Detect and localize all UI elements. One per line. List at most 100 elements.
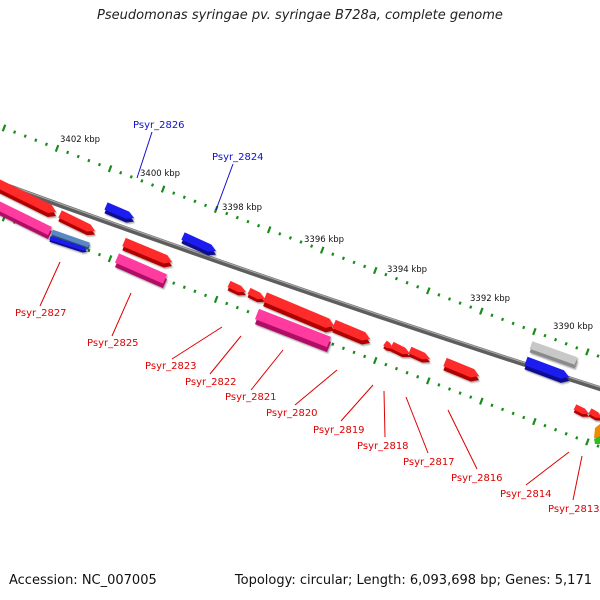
inner-scale-tick bbox=[532, 417, 537, 426]
leader-line bbox=[136, 131, 153, 179]
gene-label[interactable]: Psyr_2823 bbox=[145, 361, 197, 372]
gene-top bbox=[122, 237, 172, 264]
gene-orange-fragment[interactable] bbox=[594, 424, 600, 438]
outer-scale-tick bbox=[193, 199, 197, 204]
gene-steel-a[interactable] bbox=[51, 229, 90, 250]
gene-red-2813[interactable] bbox=[588, 408, 600, 421]
gene-label[interactable]: Psyr_2820 bbox=[266, 408, 318, 419]
outer-scale-tick bbox=[575, 346, 579, 350]
leader-line bbox=[215, 163, 234, 211]
gene-label[interactable]: Psyr_2816 bbox=[451, 473, 503, 484]
gene-red-2823[interactable] bbox=[227, 280, 246, 296]
gene-top bbox=[51, 229, 90, 248]
gene-top bbox=[227, 280, 246, 293]
gene-red-2820[interactable] bbox=[332, 319, 370, 345]
outer-scale-tick bbox=[288, 236, 292, 240]
inner-scale-tick bbox=[182, 285, 186, 290]
gene-red-2814[interactable] bbox=[573, 404, 589, 417]
outer-scale-tick bbox=[522, 325, 526, 330]
genome-title: Pseudomonas syringae pv. syringae B728a,… bbox=[97, 8, 503, 23]
gene-red-2821[interactable] bbox=[263, 292, 334, 333]
inner-scale-tick bbox=[203, 293, 208, 298]
gene-label[interactable]: Psyr_2825 bbox=[87, 338, 139, 349]
gene-label[interactable]: Psyr_2818 bbox=[357, 441, 409, 452]
outer-scale-ticks bbox=[1, 124, 600, 358]
scale-label: 3396 kbp bbox=[304, 235, 344, 245]
gene-top bbox=[408, 346, 430, 360]
gene-label[interactable]: Psyr_2813 bbox=[548, 504, 600, 515]
outer-scale-tick bbox=[76, 154, 80, 159]
genes[interactable] bbox=[0, 178, 600, 444]
inner-scale-tick bbox=[372, 356, 378, 365]
leader-line bbox=[405, 396, 429, 454]
gene-upper-red-b[interactable] bbox=[58, 210, 95, 236]
gene-label[interactable]: Psyr_2826 bbox=[133, 120, 185, 131]
gene-blue-a[interactable] bbox=[49, 236, 87, 253]
outer-scale-tick bbox=[372, 266, 378, 275]
gene-top bbox=[443, 357, 479, 378]
backbone-line bbox=[0, 180, 600, 392]
leader-line bbox=[111, 292, 132, 337]
outer-scale-tick bbox=[543, 333, 547, 338]
inner-scale-tick bbox=[97, 252, 102, 257]
outer-scale-tick bbox=[500, 317, 505, 322]
leader-line bbox=[572, 455, 583, 501]
leader-line bbox=[209, 335, 242, 375]
gene-top bbox=[49, 236, 87, 251]
gene-top bbox=[58, 210, 95, 232]
gene-blue-2826[interactable] bbox=[104, 202, 134, 223]
gene-label[interactable]: Psyr_2814 bbox=[500, 489, 552, 500]
gene-top bbox=[573, 404, 589, 414]
outer-scale-tick bbox=[66, 150, 70, 155]
gene-top bbox=[247, 287, 265, 299]
gene-grey-a[interactable] bbox=[529, 341, 578, 369]
outer-scale-tick bbox=[469, 305, 473, 309]
outer-scale-tick bbox=[384, 272, 388, 277]
gene-red-2817[interactable] bbox=[408, 346, 430, 363]
gene-upper-red-a[interactable] bbox=[0, 178, 56, 217]
gene-red-2816[interactable] bbox=[443, 357, 479, 382]
outer-scale-tick bbox=[1, 124, 7, 132]
gene-label[interactable]: Psyr_2824 bbox=[212, 152, 264, 163]
outer-scale-tick bbox=[437, 293, 441, 297]
inner-scale-tick bbox=[107, 255, 113, 263]
outer-scale-tick bbox=[87, 158, 91, 163]
gene-top bbox=[114, 253, 168, 284]
outer-scale-tick bbox=[352, 260, 356, 265]
outer-scale-tick bbox=[257, 223, 261, 228]
gene-red-2818[interactable] bbox=[390, 341, 410, 358]
gene-label[interactable]: Psyr_2821 bbox=[225, 392, 277, 403]
inner-scale-tick bbox=[458, 391, 462, 395]
gene-upper-pink-a[interactable] bbox=[0, 200, 52, 240]
gene-pink-2825[interactable] bbox=[114, 253, 168, 289]
outer-scale-tick bbox=[129, 175, 133, 179]
gene-red-2822[interactable] bbox=[247, 287, 265, 303]
leader-line bbox=[340, 384, 374, 422]
scale-label: 3398 kbp bbox=[222, 203, 262, 213]
inner-scale-tick bbox=[416, 374, 420, 379]
gene-red-2819[interactable] bbox=[383, 340, 393, 352]
gene-red-2825[interactable] bbox=[122, 237, 172, 268]
genome-stats-text: Topology: circular; Length: 6,093,698 bp… bbox=[234, 573, 592, 588]
outer-scale-tick bbox=[266, 226, 272, 234]
gene-label[interactable]: Psyr_2827 bbox=[15, 308, 67, 319]
gene-label[interactable]: Psyr_2819 bbox=[313, 425, 365, 436]
gene-labels[interactable]: Psyr_2826 Psyr_2824 Psyr_2827 Psyr_2825 Psyr… bbox=[15, 120, 600, 515]
gene-blue-b[interactable] bbox=[524, 356, 569, 383]
leader-line bbox=[39, 261, 61, 307]
gene-blue-2824[interactable] bbox=[181, 232, 216, 256]
gene-top bbox=[0, 201, 52, 236]
inner-scale-tick bbox=[543, 423, 547, 428]
inner-scale-tick bbox=[437, 383, 441, 387]
gene-label[interactable]: Psyr_2817 bbox=[403, 457, 455, 468]
outer-scale-tick bbox=[140, 179, 144, 183]
inner-scale-tick bbox=[554, 427, 558, 432]
gene-label[interactable]: Psyr_2822 bbox=[185, 377, 237, 388]
inner-scale-tick bbox=[447, 387, 452, 391]
gene-pink-2821[interactable] bbox=[255, 308, 331, 353]
gene-green-fragment[interactable] bbox=[594, 436, 600, 444]
gene-top bbox=[588, 408, 600, 418]
outer-scale-tick bbox=[299, 240, 303, 244]
outer-scale-tick bbox=[13, 130, 17, 134]
